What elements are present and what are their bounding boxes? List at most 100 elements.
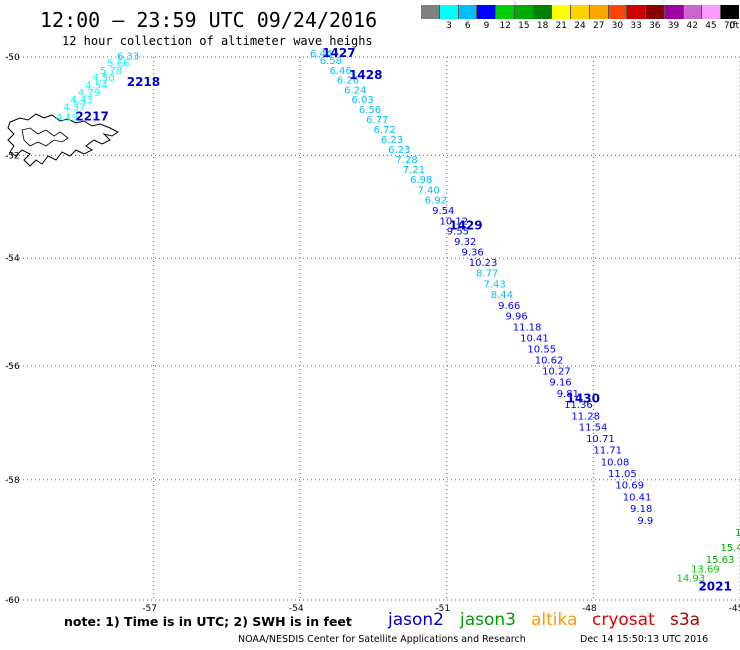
swh-value-label: 14.93 bbox=[676, 574, 705, 585]
legend-label: 12 bbox=[499, 21, 511, 31]
pass-time-label: 1430 bbox=[567, 391, 600, 405]
swh-value-label: 7.21 bbox=[403, 165, 425, 176]
swh-value-label: 6.56 bbox=[359, 105, 381, 116]
legend-label: 39 bbox=[667, 21, 680, 31]
legend-swatch bbox=[608, 5, 628, 19]
legend-swatch bbox=[646, 5, 665, 19]
swh-value-label: 10.62 bbox=[535, 355, 564, 366]
legend-label: 33 bbox=[630, 21, 642, 31]
swh-value-label: 6.24 bbox=[344, 85, 366, 96]
swh-value-label: 11.05 bbox=[608, 469, 637, 480]
swh-value-label: 11.54 bbox=[579, 423, 608, 434]
swh-value-label: 11.71 bbox=[593, 446, 622, 457]
satellite-name-s3a: s3a bbox=[670, 610, 701, 630]
falkland-coastline bbox=[7, 113, 119, 167]
swh-value-label: 10.27 bbox=[542, 366, 571, 377]
lat-tick-label: -60 bbox=[5, 596, 20, 606]
legend-swatch bbox=[421, 5, 440, 19]
axis-tick-labels: -57 -54 -51 -48 -45 -50 -52 -54 -56 -58 -60 bbox=[5, 53, 740, 614]
swh-value-label: 9.16 bbox=[549, 378, 571, 389]
swh-value-label: 4.43 bbox=[71, 95, 93, 106]
swh-value-label: 6.23 bbox=[388, 145, 410, 156]
swh-value-label: 10.71 bbox=[586, 434, 615, 445]
legend-label: 27 bbox=[592, 21, 605, 31]
swh-value-label: 9.18 bbox=[630, 504, 652, 515]
pass-time-label: 2218 bbox=[127, 75, 160, 89]
swh-value-label: 6.03 bbox=[352, 95, 374, 106]
swh-value-label: 10.12 bbox=[439, 216, 468, 227]
swh-value-label: 8.77 bbox=[476, 269, 498, 280]
swh-value-label: 10.23 bbox=[469, 258, 498, 269]
swh-value-label: 11.28 bbox=[571, 411, 600, 422]
swh-value-label: 6.58 bbox=[320, 56, 342, 67]
swh-value-label: 6.33 bbox=[117, 51, 139, 62]
lat-tick-label: -54 bbox=[5, 254, 20, 264]
swh-value-label: 10.08 bbox=[601, 457, 630, 468]
swh-value-label: 7.40 bbox=[417, 185, 439, 196]
swh-value-label: 15.49 bbox=[720, 543, 740, 554]
lat-tick-label: -58 bbox=[5, 476, 20, 486]
legend-unit: (ft) bbox=[729, 21, 740, 31]
swh-value-label: 10.55 bbox=[527, 344, 556, 355]
legend-label: 6 bbox=[464, 21, 471, 31]
swh-value-label: 4.79 bbox=[78, 88, 100, 99]
swh-value-label: 16. bbox=[735, 528, 740, 539]
legend-swatch bbox=[533, 5, 553, 19]
map-subtitle: 12 hour collection of altimeter wave hei… bbox=[62, 34, 373, 48]
legend-swatch bbox=[514, 5, 534, 19]
legend-label: 18 bbox=[536, 21, 549, 31]
pass-time-label: 2217 bbox=[75, 109, 108, 123]
swh-value-label: 9.81 bbox=[557, 389, 579, 400]
swh-value-label: 7.28 bbox=[395, 155, 417, 166]
swh-value-label: 5.66 bbox=[107, 59, 129, 70]
legend-swatch bbox=[589, 5, 609, 19]
lon-tick-label: -45 bbox=[729, 604, 740, 614]
legend-swatch bbox=[571, 5, 590, 19]
legend-swatch bbox=[683, 5, 703, 19]
pass-time-label: 1427 bbox=[322, 46, 355, 60]
swh-value-label: 7.43 bbox=[483, 279, 505, 290]
map-title: 12:00 – 23:59 UTC 09/24/2016 bbox=[40, 8, 378, 32]
swh-value-label: 6.44 bbox=[310, 49, 332, 60]
altimeter-tracks: 6.446.586.466.266.246.036.566.776.726.23… bbox=[56, 46, 740, 594]
lat-lon-grid bbox=[7, 56, 740, 601]
generated-timestamp: Dec 14 15:50:13 UTC 2016 bbox=[580, 634, 709, 645]
lon-tick-label: -51 bbox=[435, 604, 450, 614]
legend-label: 24 bbox=[574, 21, 586, 31]
swh-value-label: 4.50 bbox=[93, 73, 115, 84]
swh-value-label: 10.41 bbox=[623, 492, 652, 503]
pass-time-label: 2021 bbox=[698, 580, 731, 594]
lat-tick-label: -56 bbox=[5, 362, 20, 372]
legend-label: 45 bbox=[705, 21, 717, 31]
legend-label: 15 bbox=[518, 21, 530, 31]
lon-tick-label: -57 bbox=[142, 604, 157, 614]
legend-swatch bbox=[627, 5, 647, 19]
swh-value-label: 13.69 bbox=[691, 564, 720, 575]
swh-value-label: 11.36 bbox=[564, 400, 593, 411]
swh-value-label: 6.98 bbox=[410, 175, 432, 186]
satellite-name-jason3: jason3 bbox=[460, 610, 516, 630]
swh-value-label: 6.92 bbox=[425, 196, 447, 207]
satellite-name-cryosat: cryosat bbox=[592, 610, 655, 630]
legend-swatch bbox=[458, 5, 478, 19]
swh-value-label: 4.37 bbox=[63, 103, 85, 114]
legend-swatch bbox=[721, 5, 740, 19]
legend-label: 70 bbox=[723, 21, 736, 31]
legend-label: 9 bbox=[483, 21, 490, 31]
legend-swatch bbox=[552, 5, 572, 19]
legend-swatch bbox=[664, 5, 684, 19]
lat-tick-label: -50 bbox=[5, 53, 20, 63]
swh-value-label: 9.32 bbox=[454, 237, 476, 248]
swh-value-label: 9.55 bbox=[447, 227, 469, 238]
swh-value-label: 10.41 bbox=[520, 333, 549, 344]
credit-line: NOAA/NESDIS Center for Satellite Applica… bbox=[238, 634, 526, 645]
swh-value-label: 10.69 bbox=[615, 481, 644, 492]
legend-swatch bbox=[439, 5, 459, 19]
legend-swatch bbox=[496, 5, 515, 19]
swh-value-label: 9.96 bbox=[505, 312, 527, 323]
swh-value-label: 15.63 bbox=[706, 555, 735, 566]
satellite-name-jason2: jason2 bbox=[388, 610, 444, 630]
island-outline bbox=[7, 113, 119, 167]
